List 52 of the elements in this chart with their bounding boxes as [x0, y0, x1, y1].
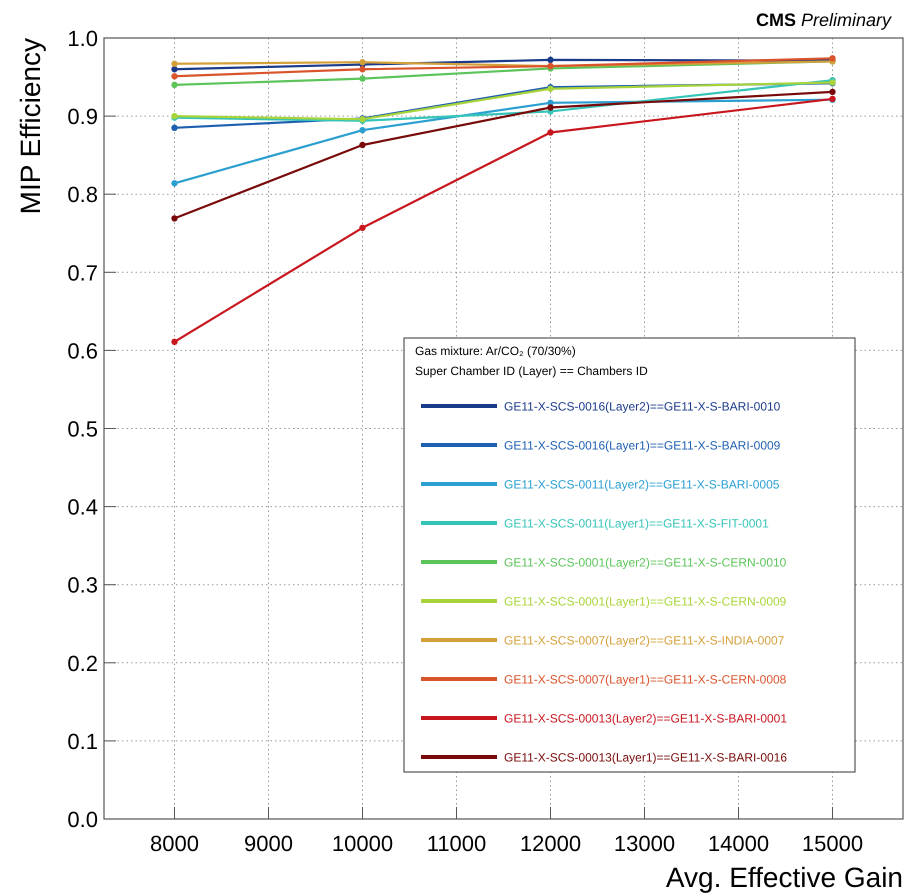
point — [359, 75, 366, 82]
point — [359, 224, 366, 231]
point — [171, 338, 178, 346]
point — [359, 59, 366, 66]
point — [547, 56, 554, 64]
y-tick-label: 0.1 — [67, 728, 98, 754]
x-tick-label: 10000 — [332, 831, 394, 856]
y-tick-label: 0.8 — [67, 182, 98, 208]
text: GE11-X-SCS-0007(Layer2)==GE11-X-S-INDIA-0007 — [504, 634, 785, 648]
y-tick-label: 0.9 — [67, 104, 98, 130]
x-tick-label: 9000 — [244, 831, 293, 856]
legend-title: Gas mixture: Ar/CO₂ (70/30%) — [415, 344, 576, 358]
x-tick-label: 8000 — [150, 831, 199, 856]
point — [171, 180, 178, 186]
point — [171, 73, 178, 80]
point — [547, 129, 554, 136]
y-tick-label: 0.7 — [67, 260, 98, 286]
annotation: Super Chamber ID (Layer) == Chambers ID — [415, 364, 648, 378]
point — [171, 82, 178, 88]
x-tick-label: 13000 — [614, 831, 676, 856]
point — [171, 60, 178, 67]
text: GE11-X-SCS-0001(Layer1)==GE11-X-S-CERN-0009 — [504, 594, 787, 608]
y-tick-label: 0.2 — [67, 650, 98, 676]
text: GE11-X-SCS-0001(Layer2)==GE11-X-S-CERN-0010 — [504, 556, 787, 570]
text: GE11-X-SCS-0011(Layer1)==GE11-X-S-FIT-0001 — [504, 516, 770, 530]
text: GE11-X-SCS-0007(Layer1)==GE11-X-S-CERN-0008 — [504, 672, 787, 686]
x-tick-label: 15000 — [802, 831, 864, 856]
y-tick-label: 1.0 — [67, 26, 98, 51]
text: GE11-X-SCS-0016(Layer1)==GE11-X-S-BARI-0009 — [504, 438, 781, 452]
x-tick-label: 12000 — [520, 831, 582, 856]
point — [171, 66, 178, 72]
y-tick-label: 0.5 — [67, 416, 98, 442]
chart-title: CMS Preliminary — [756, 10, 892, 30]
text: GE11-X-SCS-0011(Layer2)==GE11-X-S-BARI-0005 — [504, 478, 780, 492]
x-axis-title: Avg. Effective Gain — [666, 862, 903, 893]
x-tick-label: 11000 — [426, 831, 486, 856]
point — [359, 66, 366, 72]
point — [171, 215, 178, 222]
point — [829, 88, 836, 96]
text: GE11-X-SCS-00013(Layer2)==GE11-X-S-BARI-0001 — [504, 712, 788, 726]
y-axis-title: MIP Efficiency — [15, 38, 46, 214]
x-tick-label: 14000 — [708, 831, 770, 856]
point — [547, 104, 554, 111]
point — [171, 124, 178, 132]
point — [359, 126, 366, 134]
y-tick-label: 0.6 — [67, 338, 98, 364]
y-tick-label: 0.0 — [67, 807, 98, 832]
y-tick-label: 0.3 — [67, 572, 98, 598]
y-tick-label: 0.4 — [67, 494, 98, 520]
point — [359, 142, 366, 148]
text: GE11-X-SCS-0016(Layer2)==GE11-X-S-BARI-0010 — [504, 400, 781, 414]
text: GE11-X-SCS-00013(Layer1)==GE11-X-S-BARI-0016 — [504, 750, 788, 764]
